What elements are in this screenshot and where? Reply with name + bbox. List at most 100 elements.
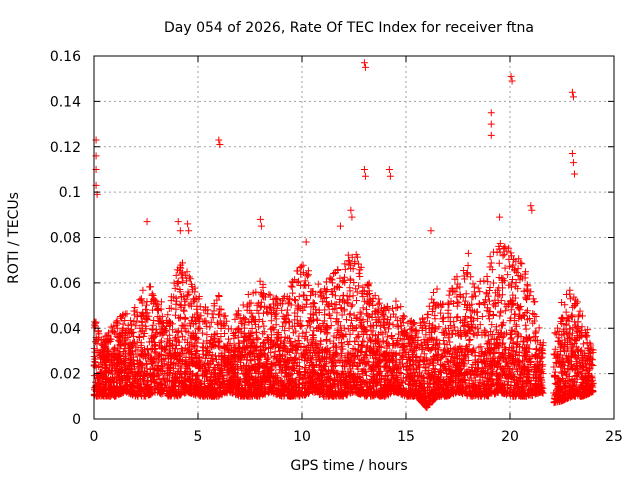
data-point — [495, 259, 503, 267]
data-point — [376, 322, 384, 330]
data-point — [148, 306, 156, 314]
data-point — [487, 376, 495, 384]
data-point — [185, 290, 193, 298]
data-point — [94, 392, 102, 400]
data-point — [190, 331, 198, 339]
data-point — [164, 311, 172, 319]
data-point — [327, 314, 335, 322]
data-point — [203, 331, 211, 339]
data-point — [156, 330, 164, 338]
data-point — [524, 307, 532, 315]
data-point — [478, 312, 486, 320]
data-point — [282, 319, 290, 327]
data-point — [234, 333, 242, 341]
data-point — [181, 324, 189, 332]
data-point — [136, 334, 144, 342]
data-point — [508, 334, 516, 342]
data-point — [490, 301, 498, 309]
data-point — [520, 338, 528, 346]
data-point — [358, 290, 366, 298]
data-point — [514, 272, 522, 280]
data-point — [240, 362, 248, 370]
data-point — [511, 310, 519, 318]
data-point — [381, 323, 389, 331]
data-point — [283, 311, 291, 319]
data-point — [355, 269, 363, 277]
data-point — [386, 379, 394, 387]
data-point — [461, 328, 469, 336]
data-point — [398, 391, 406, 399]
data-point — [177, 270, 185, 278]
data-point — [279, 312, 287, 320]
data-point — [91, 338, 99, 346]
data-point — [572, 352, 580, 360]
data-point — [353, 288, 361, 296]
data-point — [499, 321, 507, 329]
data-point — [480, 277, 488, 285]
data-point — [474, 328, 482, 336]
data-point — [297, 263, 305, 271]
data-point — [499, 274, 507, 282]
data-point — [566, 290, 574, 298]
data-point — [162, 317, 170, 325]
data-point — [340, 305, 348, 313]
data-point — [331, 292, 339, 300]
data-point — [526, 314, 534, 322]
data-point — [484, 332, 492, 340]
data-point — [429, 324, 437, 332]
data-point — [498, 291, 506, 299]
data-point — [215, 292, 223, 300]
data-point — [166, 337, 174, 345]
data-point — [175, 338, 183, 346]
data-point — [117, 330, 125, 338]
data-point — [200, 386, 208, 394]
data-point — [172, 271, 180, 279]
data-point — [517, 259, 525, 267]
data-point — [266, 383, 274, 391]
data-point — [149, 364, 157, 372]
data-point — [446, 313, 454, 321]
data-point — [146, 283, 154, 291]
data-point — [285, 317, 293, 325]
data-point — [288, 283, 296, 291]
data-point — [142, 305, 150, 313]
data-point — [331, 305, 339, 313]
data-point — [182, 277, 190, 285]
data-point — [473, 308, 481, 316]
data-point — [151, 365, 159, 373]
data-point — [332, 334, 340, 342]
data-point — [125, 389, 133, 397]
data-point — [131, 311, 139, 319]
data-point — [309, 331, 317, 339]
data-point — [435, 323, 443, 331]
data-point — [112, 318, 120, 326]
data-point — [268, 310, 276, 318]
data-point — [123, 310, 131, 318]
data-point — [157, 318, 165, 326]
data-point — [271, 300, 279, 308]
data-point — [250, 339, 258, 347]
data-point — [361, 328, 369, 336]
data-point — [179, 279, 187, 287]
data-point — [573, 375, 581, 383]
data-point — [333, 317, 341, 325]
data-point — [299, 261, 307, 269]
data-point — [319, 298, 327, 306]
data-point — [520, 383, 528, 391]
data-point — [344, 349, 352, 357]
data-point — [335, 326, 343, 334]
data-point — [327, 275, 335, 283]
data-point — [305, 281, 313, 289]
data-point — [248, 325, 256, 333]
data-point — [217, 324, 225, 332]
data-point — [432, 378, 440, 386]
data-point — [515, 312, 523, 320]
data-point — [487, 259, 495, 267]
data-point — [207, 360, 215, 368]
data-point — [174, 327, 182, 335]
data-point — [421, 322, 429, 330]
data-point — [259, 330, 267, 338]
data-point — [512, 322, 520, 330]
data-point — [357, 310, 365, 318]
data-point — [465, 322, 473, 330]
